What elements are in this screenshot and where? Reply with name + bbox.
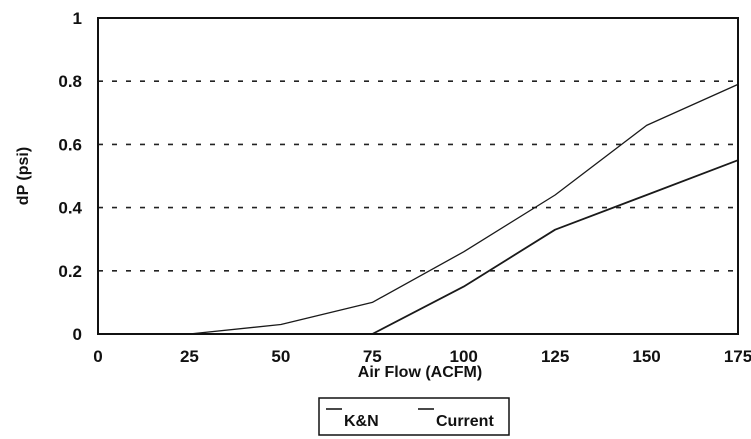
y-tick-label: 0.6: [58, 135, 82, 154]
y-tick-label: 0: [73, 325, 82, 344]
y-tick-label: 0.4: [58, 199, 82, 218]
x-tick-label: 25: [180, 347, 199, 366]
x-tick-label: 100: [450, 347, 478, 366]
series-line-current: [98, 159, 739, 335]
series-line-kn: [98, 83, 739, 335]
x-tick-label: 150: [632, 347, 660, 366]
legend-label: K&N: [344, 413, 379, 430]
x-tick-label: 175: [724, 347, 751, 366]
y-tick-label: 0.8: [58, 72, 82, 91]
y-axis-title: dP (psi): [15, 147, 32, 205]
gridlines: [98, 80, 738, 272]
x-tick-label: 0: [93, 347, 102, 366]
x-tick-label: 50: [271, 347, 290, 366]
legend-box: [318, 397, 510, 436]
x-axis-title: Air Flow (ACFM): [358, 364, 482, 381]
legend-label: Current: [436, 413, 494, 430]
y-tick-label: 1: [73, 9, 82, 28]
y-tick-label: 0.2: [58, 262, 82, 281]
legend: K&N Current: [318, 397, 510, 436]
x-tick-label: 125: [541, 347, 569, 366]
plot-frame: [97, 17, 739, 335]
x-tick-labels: 0 25 50 75 100 125 150 175: [93, 347, 751, 366]
series-lines: [98, 83, 739, 335]
x-tick-label: 75: [363, 347, 382, 366]
y-tick-labels: 0 0.2 0.4 0.6 0.8 1: [58, 9, 82, 344]
